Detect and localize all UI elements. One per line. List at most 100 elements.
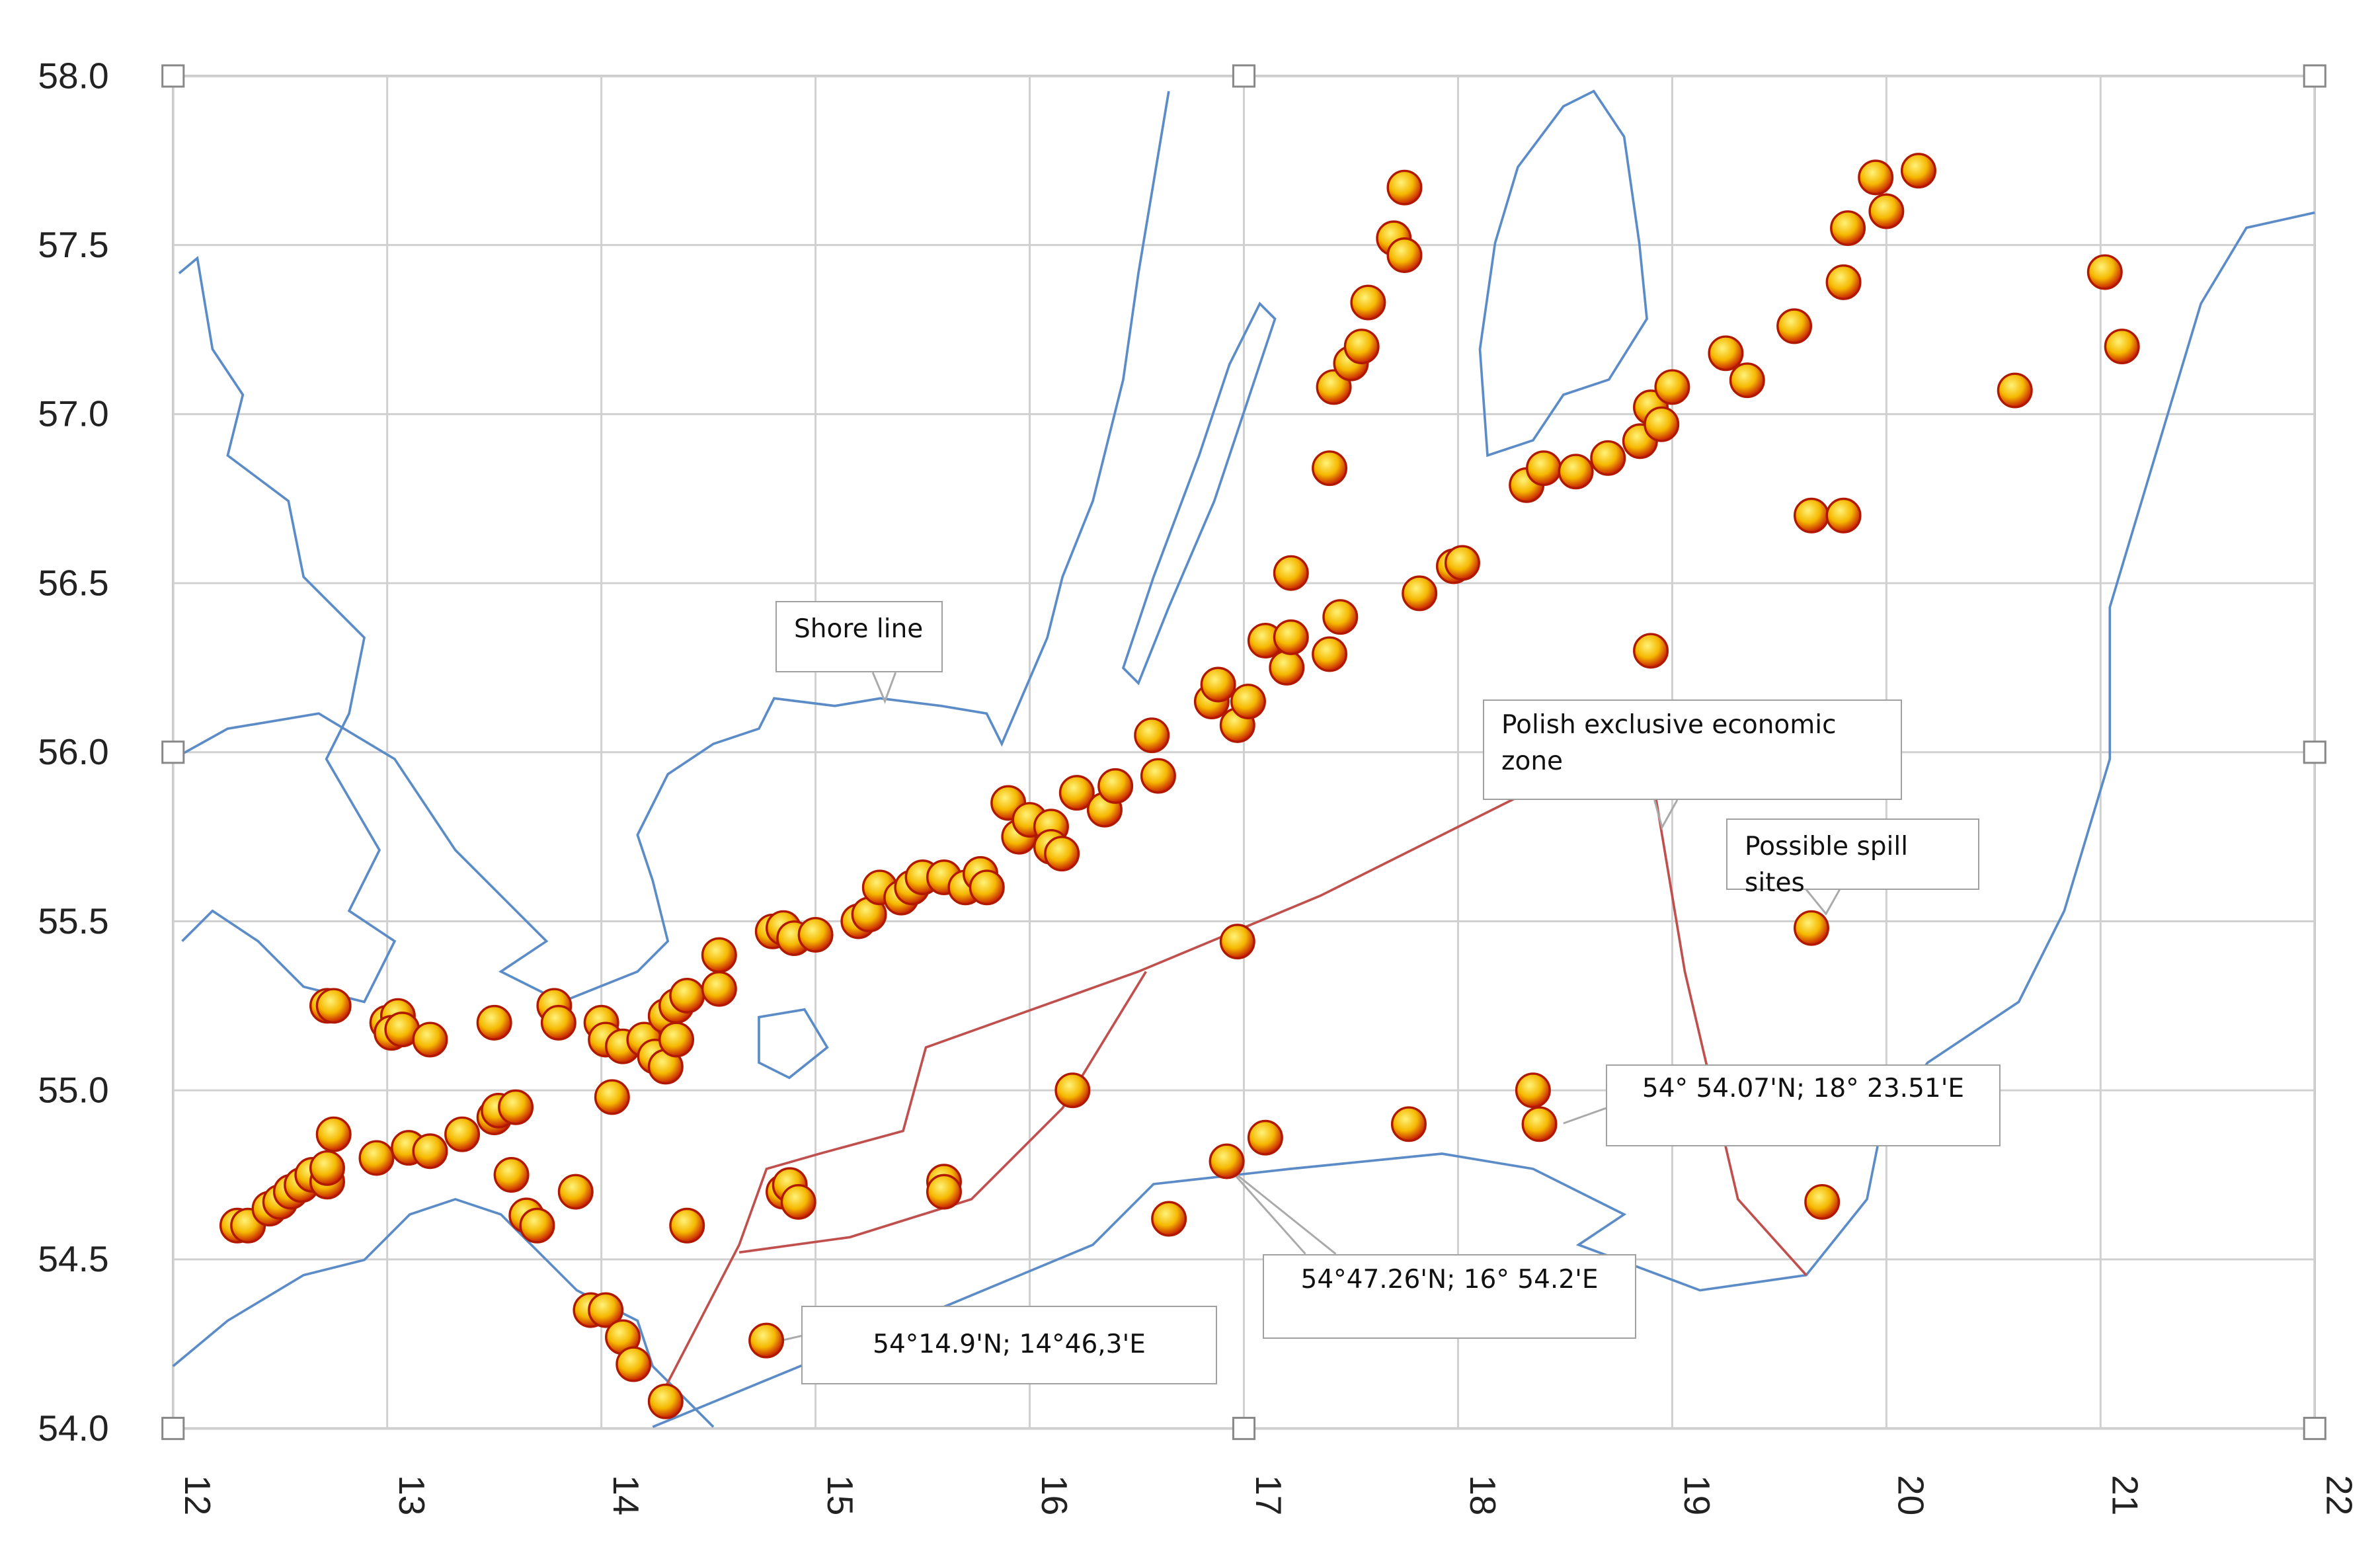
spill-point: [1402, 575, 1438, 612]
gotland: [1478, 89, 1648, 458]
spill-point: [1209, 1143, 1245, 1179]
annotation: 54°47.26'N; 16° 54.2'E: [1263, 1254, 1636, 1339]
spill-point: [969, 869, 1005, 906]
annotation: Polish exclusive economic zone: [1483, 699, 1902, 800]
ticks: 54.0 54.5 55.0 55.5 56.0 56.5 57.0 57.5 58.0 12 13…: [38, 55, 2360, 1515]
spill-point: [493, 1157, 530, 1193]
spill-point: [1708, 335, 1744, 372]
spill-point: [1312, 450, 1348, 487]
spill-point: [1804, 1183, 1841, 1220]
x-tick-label: 15: [820, 1475, 861, 1515]
resize-handle: [161, 740, 185, 764]
x-tick-label: 12: [177, 1475, 218, 1515]
annotation: Possible spill sites: [1726, 818, 1979, 898]
spill-point: [1390, 1106, 1427, 1142]
pointer: [1653, 799, 1679, 830]
eez-line: [738, 971, 1147, 1254]
spill-point: [701, 971, 737, 1007]
y-tick-label: 55.0: [38, 1070, 108, 1111]
sweden-coast: [172, 91, 1170, 1004]
resize-handle: [161, 1417, 185, 1441]
spill-point: [658, 1021, 695, 1058]
resize-handle: [161, 64, 185, 88]
x-tick-label: 16: [1034, 1475, 1075, 1515]
resize-handle: [1232, 64, 1256, 88]
spill-point: [1230, 684, 1266, 720]
spill-point: [1830, 210, 1866, 247]
y-tick-label: 56.0: [38, 731, 108, 772]
y-tick-label: 55.5: [38, 900, 108, 941]
spill-point: [1521, 1106, 1558, 1142]
spill-point: [669, 1207, 705, 1244]
bornholm: [758, 1008, 829, 1080]
pointer: [781, 1335, 802, 1341]
y-tick-label: 56.5: [38, 562, 108, 603]
x-tick-label: 19: [1677, 1475, 1718, 1515]
spill-point: [1729, 362, 1765, 399]
x-tick-label: 22: [2319, 1475, 2360, 1515]
spill-point: [2104, 329, 2140, 365]
annotation: 54°14.9'N; 14°46,3'E: [801, 1306, 1217, 1384]
spill-point: [1269, 649, 1305, 686]
west-coast: [178, 255, 397, 1004]
spill-point: [444, 1116, 481, 1152]
spill-point: [1444, 545, 1480, 581]
spill-point: [1134, 717, 1170, 754]
spill-point: [1140, 758, 1176, 794]
spill-point: [1644, 406, 1680, 442]
y-tick-label: 57.5: [38, 224, 108, 265]
spill-point: [748, 1322, 785, 1359]
spill-point: [1219, 924, 1255, 960]
spill-point: [1343, 329, 1380, 365]
eez-line: [651, 788, 1807, 1413]
spill-point: [1322, 599, 1359, 635]
spill-point: [588, 1292, 624, 1328]
spill-point: [615, 1346, 652, 1382]
spill-point: [540, 1004, 576, 1041]
resize-handle: [1232, 1417, 1256, 1441]
pointer: [1563, 1107, 1606, 1125]
x-tick-label: 13: [391, 1475, 432, 1515]
spill-point: [315, 988, 352, 1024]
x-tick-label: 18: [1462, 1475, 1503, 1515]
y-tick-label: 54.0: [38, 1408, 108, 1449]
spill-point: [701, 937, 737, 973]
south-coast: [172, 1197, 715, 1428]
spill-point: [1515, 1072, 1551, 1109]
pointer: [1805, 889, 1841, 916]
spill-point: [476, 1004, 512, 1041]
spill-point: [1058, 775, 1095, 811]
spill-point: [1247, 1119, 1283, 1156]
spill-point: [780, 1183, 816, 1220]
spill-point: [1273, 555, 1309, 591]
resize-handle: [2303, 740, 2326, 764]
spill-point: [647, 1383, 684, 1419]
spill-point: [412, 1133, 448, 1170]
spill-point: [1386, 237, 1423, 273]
spill-point: [498, 1089, 534, 1125]
spill-point: [1054, 1072, 1091, 1109]
spill-point: [1350, 284, 1386, 321]
spill-point: [2086, 254, 2123, 290]
spill-point: [1386, 169, 1423, 206]
x-tick-label: 14: [606, 1475, 647, 1515]
spill-point: [1900, 153, 1936, 189]
x-tick-label: 20: [1891, 1475, 1932, 1515]
resize-handle: [2303, 1417, 2326, 1441]
spill-point: [1590, 440, 1626, 476]
spill-point: [412, 1021, 448, 1058]
spill-point: [315, 1116, 352, 1152]
annotation: Shore line: [775, 601, 943, 672]
spill-point: [1654, 369, 1690, 405]
pointer: [871, 672, 896, 704]
spill-point: [309, 1150, 345, 1186]
spill-point: [594, 1079, 630, 1115]
spill-point: [1825, 264, 1862, 300]
x-tick-label: 21: [2105, 1475, 2146, 1515]
spill-point: [1858, 159, 1894, 196]
spill-point: [557, 1174, 594, 1210]
spill-point: [1200, 666, 1236, 703]
spill-point: [797, 916, 834, 953]
